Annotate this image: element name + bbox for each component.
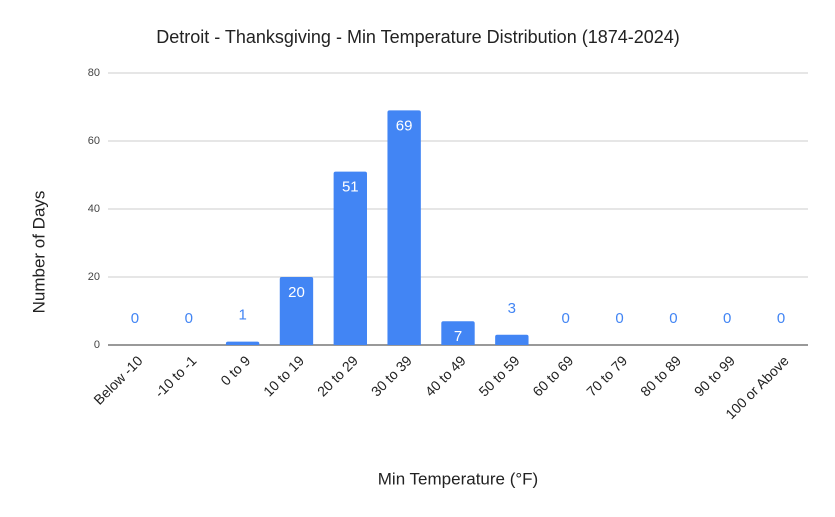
data-label: 0: [777, 310, 785, 327]
data-label: 0: [562, 310, 570, 327]
data-label: 0: [723, 310, 731, 327]
data-label: 0: [185, 310, 193, 327]
y-tick-label: 80: [88, 67, 100, 79]
bar: [333, 171, 367, 345]
data-label: 0: [615, 310, 623, 327]
data-label: 3: [508, 300, 516, 317]
data-label: 1: [238, 307, 246, 324]
bar: [441, 321, 475, 345]
data-label: 20: [288, 284, 305, 301]
y-tick-label: 40: [88, 203, 100, 215]
bar: [495, 334, 529, 345]
data-label: 51: [342, 179, 359, 196]
data-label: 0: [131, 310, 139, 327]
chart-title: Detroit - Thanksgiving - Min Temperature…: [156, 27, 680, 47]
y-tick-label: 60: [88, 135, 100, 147]
x-axis-label: Min Temperature (°F): [378, 469, 538, 488]
bar: [279, 277, 314, 345]
bar: [225, 341, 260, 345]
bar: [387, 110, 421, 346]
data-label: 69: [396, 117, 413, 134]
data-label: 7: [454, 328, 462, 345]
y-tick-label: 0: [94, 339, 100, 351]
data-label: 0: [669, 310, 677, 327]
y-tick-label: 20: [88, 271, 100, 283]
y-axis-label: Number of Days: [29, 191, 48, 314]
